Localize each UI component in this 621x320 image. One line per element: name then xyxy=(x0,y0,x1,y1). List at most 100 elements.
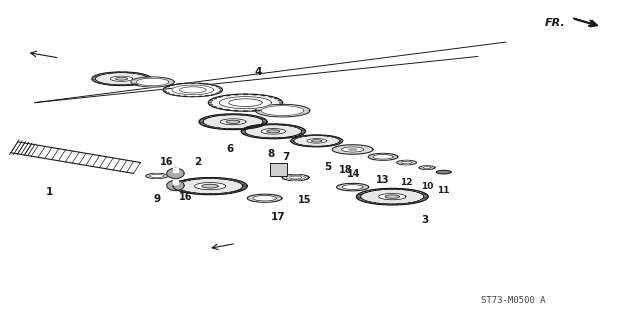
Polygon shape xyxy=(171,85,175,86)
Polygon shape xyxy=(128,72,134,73)
Text: 15: 15 xyxy=(297,195,311,204)
Polygon shape xyxy=(252,126,258,128)
Polygon shape xyxy=(374,203,381,204)
Polygon shape xyxy=(261,95,266,96)
Polygon shape xyxy=(210,178,215,179)
Polygon shape xyxy=(179,180,186,182)
Polygon shape xyxy=(175,188,180,189)
Polygon shape xyxy=(290,125,296,127)
Polygon shape xyxy=(273,138,279,139)
Polygon shape xyxy=(94,81,100,82)
Polygon shape xyxy=(191,96,194,97)
Polygon shape xyxy=(229,99,262,107)
Polygon shape xyxy=(194,182,226,190)
Polygon shape xyxy=(176,182,183,183)
Polygon shape xyxy=(134,83,140,85)
Polygon shape xyxy=(215,178,221,179)
Polygon shape xyxy=(374,189,381,190)
Polygon shape xyxy=(424,196,428,197)
Polygon shape xyxy=(245,125,302,138)
Polygon shape xyxy=(268,124,273,125)
Polygon shape xyxy=(256,125,262,126)
Polygon shape xyxy=(342,147,364,152)
Polygon shape xyxy=(282,177,283,178)
Polygon shape xyxy=(369,190,376,191)
Polygon shape xyxy=(306,135,311,136)
Polygon shape xyxy=(253,196,276,201)
Text: ST73-M0500 A: ST73-M0500 A xyxy=(481,296,546,305)
Polygon shape xyxy=(146,79,151,81)
Polygon shape xyxy=(437,170,451,174)
Polygon shape xyxy=(332,145,373,154)
Polygon shape xyxy=(204,125,210,126)
Polygon shape xyxy=(392,204,398,205)
Polygon shape xyxy=(307,178,309,179)
Polygon shape xyxy=(230,114,236,115)
Text: 8: 8 xyxy=(267,149,274,159)
Polygon shape xyxy=(358,193,364,195)
Polygon shape xyxy=(340,140,343,141)
Polygon shape xyxy=(242,187,247,188)
Polygon shape xyxy=(404,203,410,204)
Text: 18: 18 xyxy=(339,165,353,175)
Polygon shape xyxy=(218,108,222,109)
Polygon shape xyxy=(279,124,285,125)
Polygon shape xyxy=(256,125,262,126)
Polygon shape xyxy=(404,189,410,190)
Polygon shape xyxy=(178,179,243,194)
Polygon shape xyxy=(176,189,183,191)
Polygon shape xyxy=(164,91,167,92)
Polygon shape xyxy=(146,173,168,179)
Polygon shape xyxy=(224,114,230,115)
Polygon shape xyxy=(220,178,227,180)
Polygon shape xyxy=(188,192,194,194)
Polygon shape xyxy=(116,84,122,86)
Polygon shape xyxy=(212,127,219,129)
Polygon shape xyxy=(139,74,145,75)
Polygon shape xyxy=(296,144,302,145)
Polygon shape xyxy=(225,109,230,110)
Polygon shape xyxy=(122,84,128,86)
Polygon shape xyxy=(173,168,178,172)
Polygon shape xyxy=(335,138,340,139)
Polygon shape xyxy=(294,127,301,128)
Polygon shape xyxy=(184,83,187,84)
Polygon shape xyxy=(210,194,215,195)
Polygon shape xyxy=(368,153,398,160)
Bar xyxy=(270,163,287,176)
Polygon shape xyxy=(381,204,386,205)
Polygon shape xyxy=(253,94,257,95)
Polygon shape xyxy=(365,191,371,192)
Polygon shape xyxy=(278,100,282,101)
Polygon shape xyxy=(240,183,246,184)
Polygon shape xyxy=(224,128,230,130)
Polygon shape xyxy=(243,128,249,129)
Text: 2: 2 xyxy=(194,156,201,167)
Polygon shape xyxy=(148,78,151,79)
Polygon shape xyxy=(298,128,304,129)
Polygon shape xyxy=(356,195,362,196)
Polygon shape xyxy=(385,195,399,198)
Polygon shape xyxy=(398,188,404,190)
Polygon shape xyxy=(166,93,170,94)
Polygon shape xyxy=(417,200,424,201)
Text: 9: 9 xyxy=(154,194,161,204)
Polygon shape xyxy=(173,184,178,186)
Polygon shape xyxy=(291,141,295,143)
Polygon shape xyxy=(306,146,311,147)
Polygon shape xyxy=(312,140,322,142)
Text: 16: 16 xyxy=(160,156,173,167)
Polygon shape xyxy=(361,200,367,201)
Polygon shape xyxy=(134,73,140,74)
Polygon shape xyxy=(164,88,167,89)
Polygon shape xyxy=(236,128,242,130)
Polygon shape xyxy=(205,95,209,96)
Polygon shape xyxy=(220,119,246,125)
Polygon shape xyxy=(261,120,267,121)
Polygon shape xyxy=(409,202,415,204)
Polygon shape xyxy=(261,129,286,134)
Polygon shape xyxy=(268,138,273,139)
Polygon shape xyxy=(423,195,428,196)
Polygon shape xyxy=(167,168,184,179)
Polygon shape xyxy=(173,187,178,188)
